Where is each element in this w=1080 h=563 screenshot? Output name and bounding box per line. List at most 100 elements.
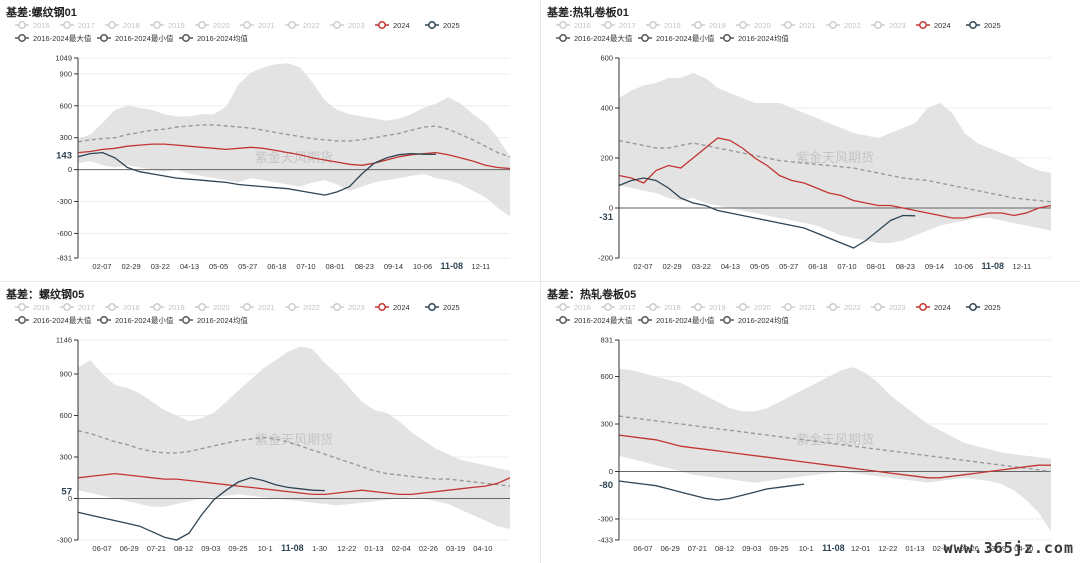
legend-marker <box>649 303 657 311</box>
x-tick-label: 03-19 <box>446 544 465 553</box>
x-tick-label: 10-1 <box>258 544 273 553</box>
legend-item-label: 2016-2024最小值 <box>656 315 715 325</box>
legend-item-label: 2016-2024最大值 <box>33 33 92 43</box>
y-tick-label: 1146 <box>56 336 72 345</box>
max-min-band <box>78 63 510 217</box>
legend-item-label: 2023 <box>348 21 365 30</box>
y-tick-label: -200 <box>598 254 613 263</box>
current-value-label: 143 <box>56 150 72 161</box>
legend-item-label: 2016 <box>33 303 50 312</box>
legend-item-label: 2018 <box>664 21 681 30</box>
x-tick-label: 05-27 <box>779 262 798 271</box>
chart-svg-hrc-05: 基差：热轧卷板05 2016 2017 2018 2019 2020 2021 2022 202… <box>546 287 1052 553</box>
legend-item-label: 2021 <box>258 303 275 312</box>
y-tick-label: 400 <box>600 104 613 113</box>
chart-legend: 2016 2017 2018 2019 2020 2021 2022 2023 2024 2025… <box>15 303 460 325</box>
y-tick-label: -831 <box>57 254 72 263</box>
x-tick-label: 02-26 <box>419 544 438 553</box>
x-tick-label: 09-14 <box>384 262 403 271</box>
legend-item-label: 2016-2024最大值 <box>574 315 633 325</box>
legend-item-label: 2021 <box>799 303 816 312</box>
x-tick-label: 08-12 <box>174 544 193 553</box>
x-tick-label: 02-07 <box>633 262 652 271</box>
legend-item-label: 2025 <box>443 21 460 30</box>
legend-item-label: 2023 <box>348 303 365 312</box>
series-2024-line <box>77 143 511 170</box>
x-tick-label: 11-08 <box>281 543 304 553</box>
chart-title: 基差:螺纹钢01 <box>5 5 77 19</box>
chart-svg-rebar-01: 基差:螺纹钢01 2016 2017 2018 2019 2020 2021 2022 2023… <box>5 5 511 271</box>
x-tick-label: 03-19 <box>987 544 1006 553</box>
legend-item-label: 2019 <box>168 303 185 312</box>
series-2024-line <box>618 434 1051 479</box>
chart-panel-hrc-05: 基差：热轧卷板05 2016 2017 2018 2019 2020 2021 2022 202… <box>541 282 1080 563</box>
y-tick-label: 900 <box>59 370 72 379</box>
legend-item-label: 2016-2024最大值 <box>574 33 633 43</box>
legend-marker <box>243 21 251 29</box>
legend-item-label: 2017 <box>78 21 95 30</box>
x-tick-label: 08-12 <box>715 544 734 553</box>
x-tick-label: 06-18 <box>808 262 827 271</box>
x-tick-label: 02-29 <box>663 262 682 271</box>
legend-item-label: 2017 <box>619 21 636 30</box>
legend-item-label: 2019 <box>168 21 185 30</box>
x-tick-label: 06-18 <box>267 262 286 271</box>
x-tick-label: 02-26 <box>960 544 979 553</box>
x-tick-label: 04-13 <box>180 262 199 271</box>
legend-marker <box>63 21 71 29</box>
legend-item-label: 2017 <box>78 303 95 312</box>
x-tick-label: 04-13 <box>721 262 740 271</box>
legend-item-label: 2022 <box>303 303 320 312</box>
legend-marker <box>63 303 71 311</box>
x-tick-label: 09-25 <box>769 544 788 553</box>
site-watermark: www.365jz.com <box>943 539 1074 557</box>
y-tick-label: -300 <box>57 197 72 206</box>
series-average-line <box>618 139 1052 203</box>
x-tick-label: 05-27 <box>238 262 257 271</box>
x-tick-label: 05-05 <box>750 262 769 271</box>
x-tick-label: 02-04 <box>392 544 411 553</box>
legend-marker <box>378 303 386 311</box>
x-tick-label: 12-22 <box>878 544 897 553</box>
legend-marker <box>100 316 108 324</box>
x-tick-label: 12-22 <box>337 544 356 553</box>
legend-item-label: 2022 <box>303 21 320 30</box>
legend-item-label: 2019 <box>709 303 726 312</box>
legend-marker <box>559 21 567 29</box>
x-tick-label: 06-29 <box>120 544 139 553</box>
y-tick-label: 300 <box>600 420 613 429</box>
legend-marker <box>604 303 612 311</box>
legend-item-label: 2025 <box>984 303 1001 312</box>
y-tick-label: 600 <box>600 54 613 63</box>
legend-item-label: 2018 <box>123 303 140 312</box>
x-tick-label: 03-22 <box>151 262 170 271</box>
legend-marker <box>378 21 386 29</box>
legend-marker <box>969 303 977 311</box>
legend-item-label: 2016 <box>574 21 591 30</box>
chart-title: 基差：螺纹钢05 <box>5 287 84 301</box>
legend-marker <box>182 316 190 324</box>
legend-marker <box>153 21 161 29</box>
legend-marker <box>874 303 882 311</box>
x-tick-label: 02-29 <box>122 262 141 271</box>
x-tick-label: 08-01 <box>326 262 345 271</box>
legend-marker <box>829 21 837 29</box>
y-tick-label: 300 <box>59 453 72 462</box>
y-tick-label: 0 <box>68 165 72 174</box>
legend-marker <box>559 34 567 42</box>
legend-item-label: 2016-2024均值 <box>738 33 789 43</box>
x-tick-label: 12-11 <box>1013 262 1032 271</box>
chart-panel-rebar-01: 基差:螺纹钢01 2016 2017 2018 2019 2020 2021 2022 2023… <box>0 0 540 281</box>
legend-item-label: 2022 <box>844 303 861 312</box>
legend-marker <box>18 303 26 311</box>
legend-marker <box>333 303 341 311</box>
current-value-label: -31 <box>599 212 613 223</box>
legend-marker <box>739 303 747 311</box>
legend-marker <box>288 21 296 29</box>
x-tick-label: 12-01 <box>851 544 870 553</box>
y-tick-label: 0 <box>68 494 72 503</box>
legend-marker <box>108 21 116 29</box>
series-2024-line <box>618 137 1052 219</box>
series-2025-line <box>618 177 916 249</box>
y-tick-label: 1049 <box>55 54 72 63</box>
